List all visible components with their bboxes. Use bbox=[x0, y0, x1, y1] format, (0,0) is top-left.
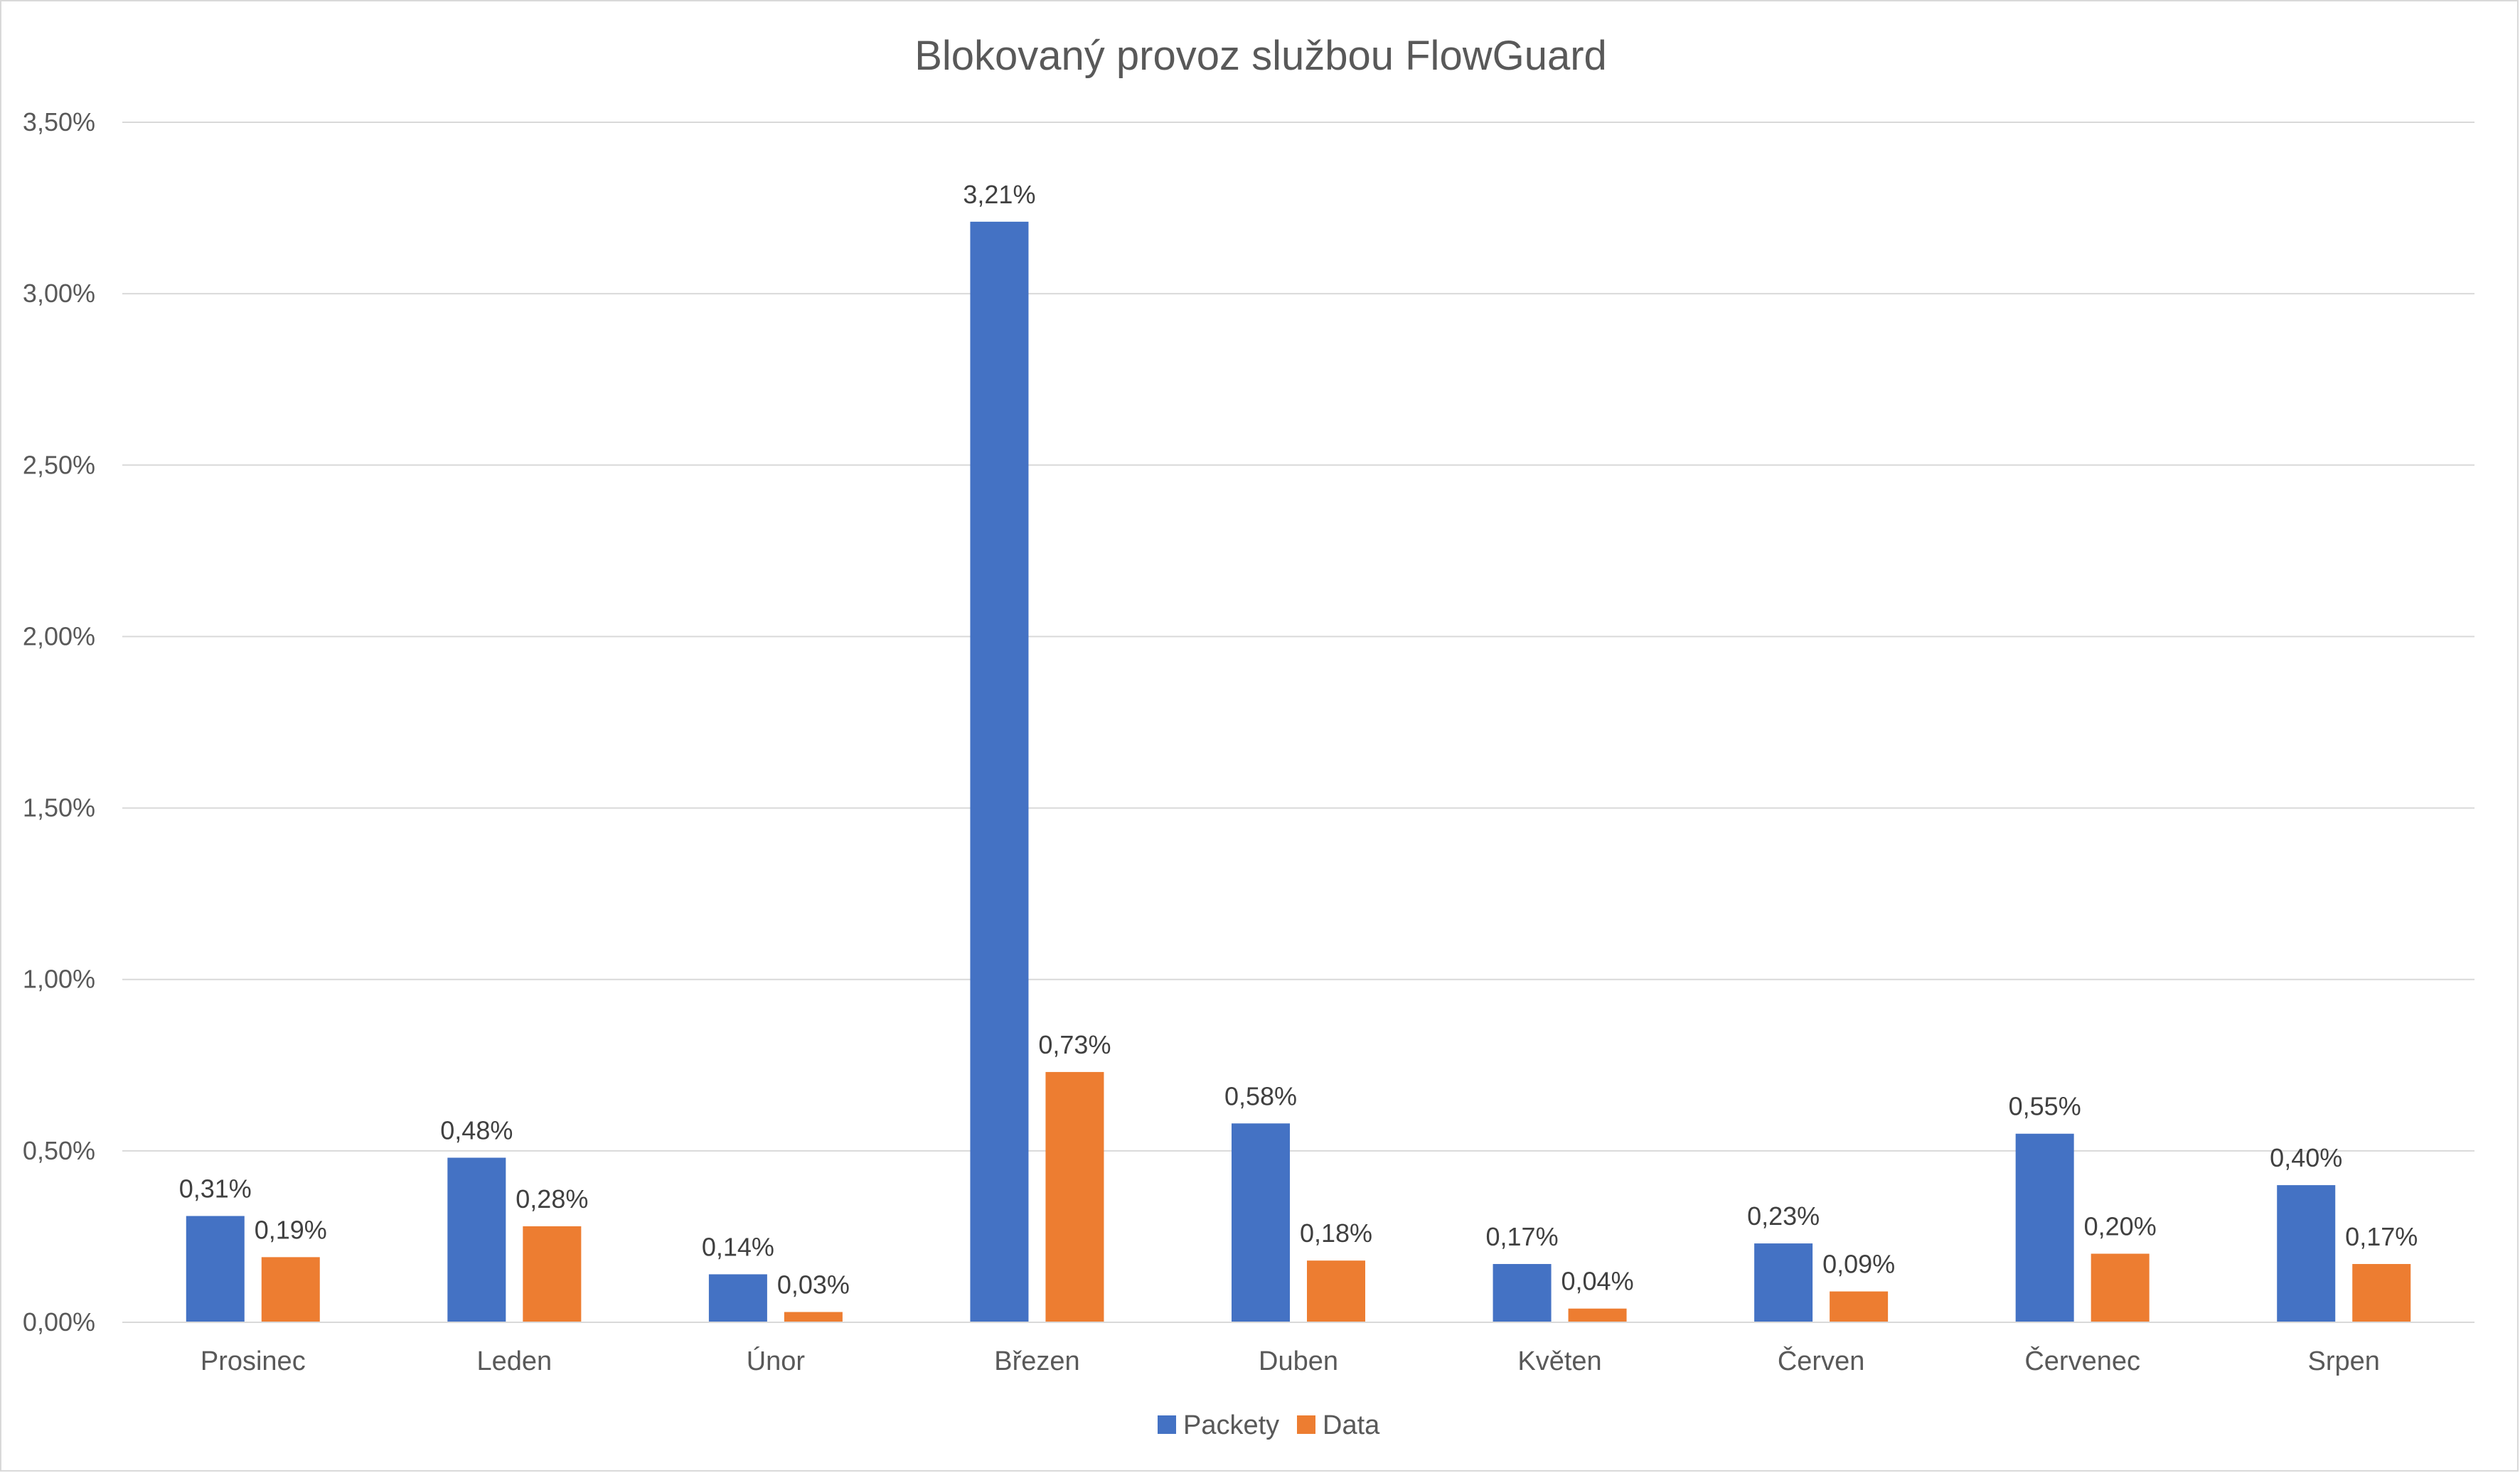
x-category-label: Květen bbox=[1517, 1346, 1601, 1376]
x-category-label: Březen bbox=[994, 1346, 1079, 1376]
bar-data-2 bbox=[784, 1312, 843, 1322]
data-label: 0,23% bbox=[1747, 1201, 1820, 1231]
x-category-label: Leden bbox=[476, 1346, 552, 1376]
x-category-label: Srpen bbox=[2308, 1346, 2380, 1376]
legend-swatch-packety bbox=[1158, 1415, 1176, 1434]
x-axis-categories: Prosinec Leden Únor Březen Duben Květen Červen… bbox=[201, 1345, 2380, 1376]
y-tick-label: 1,50% bbox=[23, 793, 95, 823]
data-labels: 0,31%0,19% 0,48% 0,28% 0,14%0,03% 3,21% 0,73%… bbox=[179, 180, 2418, 1300]
bar-data-8 bbox=[2352, 1264, 2411, 1322]
data-label: 0,55% bbox=[2009, 1092, 2081, 1121]
data-label: 3,21% bbox=[963, 180, 1035, 209]
bar-data-3 bbox=[1045, 1071, 1104, 1322]
bar-packety-4 bbox=[1232, 1123, 1290, 1322]
data-label: 0,19% bbox=[255, 1215, 327, 1244]
y-tick-label: 0,50% bbox=[23, 1136, 95, 1165]
y-tick-label: 3,00% bbox=[23, 279, 95, 308]
data-label: 0,73% bbox=[1038, 1030, 1111, 1059]
bar-packety-5 bbox=[1493, 1264, 1552, 1322]
data-label: 0,48% bbox=[440, 1116, 513, 1145]
bar-packety-1 bbox=[447, 1157, 506, 1322]
y-tick-label: 2,50% bbox=[23, 450, 95, 479]
x-category-label: Duben bbox=[1259, 1346, 1338, 1376]
bar-data-1 bbox=[523, 1226, 582, 1322]
x-category-label: Červenec bbox=[2024, 1345, 2140, 1376]
bars bbox=[122, 221, 2474, 1323]
x-category-label: Únor bbox=[747, 1346, 806, 1376]
bar-packety-2 bbox=[708, 1274, 767, 1322]
data-label: 0,14% bbox=[702, 1232, 774, 1261]
bar-packety-3 bbox=[970, 221, 1029, 1323]
data-label: 0,17% bbox=[2345, 1222, 2418, 1251]
data-label: 0,18% bbox=[1300, 1218, 1372, 1248]
legend-label: Data bbox=[1323, 1410, 1380, 1440]
bar-data-7 bbox=[2091, 1253, 2150, 1322]
legend: Packety Data bbox=[1158, 1410, 1380, 1440]
y-tick-label: 2,00% bbox=[23, 621, 95, 650]
bar-data-0 bbox=[261, 1257, 320, 1322]
bar-packety-6 bbox=[1754, 1243, 1813, 1322]
x-category-label: Prosinec bbox=[201, 1346, 306, 1376]
bar-data-6 bbox=[1830, 1291, 1889, 1322]
bar-packety-7 bbox=[2015, 1133, 2074, 1322]
data-label: 0,17% bbox=[1486, 1222, 1559, 1251]
data-label: 0,28% bbox=[516, 1184, 588, 1214]
data-label: 0,09% bbox=[1822, 1250, 1895, 1279]
data-label: 0,20% bbox=[2084, 1212, 2157, 1241]
y-tick-label: 3,50% bbox=[23, 107, 95, 136]
data-label: 0,03% bbox=[777, 1270, 850, 1300]
bar-packety-8 bbox=[2277, 1185, 2336, 1322]
y-tick-label: 1,00% bbox=[23, 965, 95, 994]
legend-label: Packety bbox=[1183, 1410, 1279, 1440]
y-tick-label: 0,00% bbox=[23, 1307, 95, 1337]
data-label: 0,40% bbox=[2270, 1143, 2342, 1172]
chart-title: Blokovaný provoz službou FlowGuard bbox=[914, 33, 1607, 79]
x-category-label: Červen bbox=[1778, 1345, 1865, 1376]
bar-data-4 bbox=[1307, 1260, 1365, 1322]
data-label: 0,58% bbox=[1224, 1081, 1297, 1110]
data-label: 0,31% bbox=[179, 1174, 252, 1203]
bar-data-5 bbox=[1568, 1308, 1627, 1322]
bar-packety-0 bbox=[186, 1216, 245, 1322]
data-label: 0,04% bbox=[1561, 1267, 1634, 1296]
legend-swatch-data bbox=[1297, 1415, 1315, 1434]
y-axis-ticks: 0,00% 0,50% 1,00% 1,50% 2,00% 2,50% 3,00% 3,50% bbox=[23, 107, 95, 1337]
gridlines bbox=[122, 122, 2474, 1323]
